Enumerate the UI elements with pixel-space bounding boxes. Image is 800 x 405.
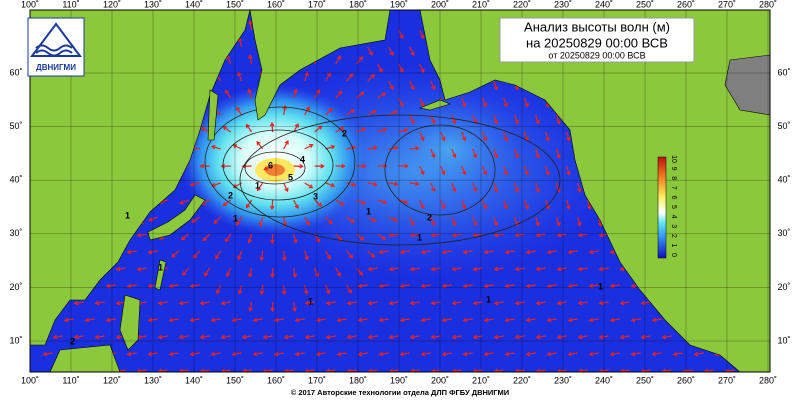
issued-time: от 20250829 00:00 ВСВ	[548, 50, 645, 60]
lon-label-bottom: 190˚	[390, 375, 408, 385]
valid-time: на 20250829 00:00 ВСВ	[526, 35, 668, 50]
lon-label-bottom: 100˚	[21, 375, 39, 385]
contour-label: 6	[268, 160, 273, 170]
lon-label-bottom: 170˚	[308, 375, 326, 385]
lon-label-bottom: 150˚	[226, 375, 244, 385]
lat-label-left: 10˚	[9, 335, 22, 345]
lon-label-bottom: 140˚	[185, 375, 203, 385]
contour-label: 1	[486, 294, 491, 304]
lat-label-left: 40˚	[9, 175, 22, 185]
contour-label: 1	[255, 180, 260, 190]
lon-label-top: 210˚	[472, 0, 490, 9]
colorbar-label: 0	[670, 253, 677, 257]
colorbar-label: 10	[670, 155, 677, 163]
lon-label-bottom: 210˚	[472, 375, 490, 385]
lat-label-left: 30˚	[9, 228, 22, 238]
lon-label-bottom: 220˚	[513, 375, 531, 385]
lon-label-top: 100˚	[21, 0, 39, 9]
lon-label-top: 170˚	[308, 0, 326, 9]
lon-label-bottom: 200˚	[431, 375, 449, 385]
lon-label-bottom: 280˚	[759, 375, 777, 385]
lon-label-top: 160˚	[267, 0, 285, 9]
lon-label-top: 140˚	[185, 0, 203, 9]
colorbar-scale	[658, 157, 666, 258]
swell-field	[370, 90, 530, 210]
lat-label-right: 30˚	[777, 228, 790, 238]
title-box: Анализ высоты волн (м) на 20250829 00:00…	[500, 18, 694, 62]
lon-label-bottom: 120˚	[103, 375, 121, 385]
lon-label-top: 220˚	[513, 0, 531, 9]
lat-label-right: 10˚	[777, 335, 790, 345]
lat-label-right: 50˚	[777, 121, 790, 131]
footer: © 2017 Авторские технологии отдела ДЛП Ф…	[291, 388, 509, 397]
lon-label-bottom: 110˚	[62, 375, 79, 385]
contour-label: 1	[158, 262, 163, 272]
colorbar-label: 4	[670, 215, 677, 219]
colorbar-label: 8	[670, 176, 677, 180]
lon-label-top: 180˚	[349, 0, 367, 9]
contour-label: 1	[598, 281, 603, 291]
logo: ДВНИГМИ	[28, 18, 84, 76]
lon-label-bottom: 250˚	[636, 375, 654, 385]
contour-label: 2	[228, 190, 233, 200]
colorbar-label: 6	[670, 195, 677, 199]
colorbar-label: 5	[670, 205, 677, 209]
contour-label: 2	[70, 336, 75, 346]
lon-label-top: 250˚	[636, 0, 654, 9]
contour-label: 2	[342, 128, 347, 138]
lon-label-top: 230˚	[554, 0, 572, 9]
contour-label: 1	[417, 232, 422, 242]
lon-label-bottom: 260˚	[677, 375, 695, 385]
colorbar-label: 2	[670, 234, 677, 238]
lat-label-right: 40˚	[777, 175, 790, 185]
lon-label-bottom: 160˚	[267, 375, 285, 385]
contour-label: 5	[288, 172, 293, 182]
colorbar-label: 3	[670, 224, 677, 228]
colorbar-label: 1	[670, 243, 677, 247]
lon-label-top: 130˚	[144, 0, 162, 9]
lon-label-bottom: 230˚	[554, 375, 572, 385]
logo-text: ДВНИГМИ	[36, 63, 76, 72]
lat-label-right: 20˚	[777, 282, 790, 292]
lon-label-top: 200˚	[431, 0, 449, 9]
lon-label-top: 240˚	[595, 0, 613, 9]
lon-label-top: 260˚	[677, 0, 695, 9]
lat-label-left: 50˚	[9, 121, 22, 131]
contour-label: 2	[427, 212, 432, 222]
colorbar-label: 7	[670, 186, 677, 190]
title: Анализ высоты волн (м)	[524, 19, 670, 34]
lat-label-right: 60˚	[777, 67, 790, 77]
contour-label: 1	[233, 213, 238, 223]
lon-label-top: 190˚	[390, 0, 408, 9]
colorbar-label: 9	[670, 167, 677, 171]
contour-label: 4	[300, 154, 305, 164]
lon-label-top: 120˚	[103, 0, 121, 9]
contour-label: 1	[125, 210, 130, 220]
lon-label-bottom: 130˚	[144, 375, 162, 385]
lon-label-bottom: 180˚	[349, 375, 367, 385]
lon-label-bottom: 240˚	[595, 375, 613, 385]
lon-label-top: 110˚	[62, 0, 79, 9]
lon-label-top: 280˚	[759, 0, 777, 9]
lon-label-top: 150˚	[226, 0, 244, 9]
contour-label: 1	[366, 206, 371, 216]
lat-label-left: 60˚	[9, 67, 22, 77]
contour-label: 3	[313, 191, 318, 201]
lon-label-top: 270˚	[718, 0, 736, 9]
lon-label-bottom: 270˚	[718, 375, 736, 385]
contour-label: 1	[308, 296, 313, 306]
lat-label-left: 20˚	[9, 282, 22, 292]
